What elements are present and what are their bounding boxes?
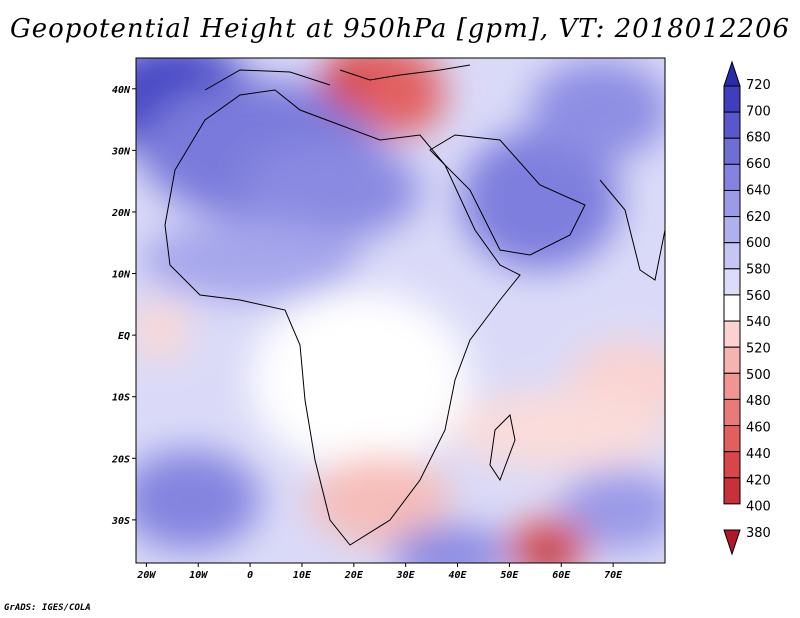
lat-label: EQ bbox=[118, 331, 130, 342]
map-title: Geopotential Height at 950hPa [gpm], VT:… bbox=[9, 14, 791, 44]
colorbar-swatch bbox=[723, 111, 741, 139]
colorbar-label: 560 bbox=[746, 289, 771, 304]
colorbar-label: 460 bbox=[746, 421, 771, 436]
lon-label: 40E bbox=[449, 570, 468, 581]
colorbar-label: 420 bbox=[746, 473, 771, 488]
colorbar-swatch bbox=[723, 268, 741, 296]
latitude-axis: 40N 30N 20N 10N EQ 10S 20S 30S bbox=[111, 85, 136, 527]
colorbar-label: 480 bbox=[746, 394, 771, 409]
colorbar-label: 700 bbox=[746, 104, 771, 119]
colorbar-swatch bbox=[723, 320, 741, 348]
lat-label: 20N bbox=[111, 208, 131, 219]
colorbar-label: 380 bbox=[746, 526, 771, 541]
colorbar-label: 440 bbox=[746, 447, 771, 462]
height-field bbox=[136, 58, 665, 563]
colorbar-swatch bbox=[723, 398, 741, 427]
lat-label: 30S bbox=[111, 516, 130, 527]
colorbar-label: 520 bbox=[746, 342, 771, 357]
lon-label: 10E bbox=[293, 570, 312, 581]
colorbar: 380 400 420 440 460 480 500 520 540 560 580 600 620 6… bbox=[723, 60, 771, 556]
colorbar-label: 640 bbox=[746, 183, 771, 198]
lat-label: 10S bbox=[112, 393, 130, 404]
colorbar-swatch bbox=[723, 60, 741, 87]
colorbar-swatch bbox=[723, 137, 741, 165]
colorbar-label: 540 bbox=[746, 315, 771, 330]
colorbar-label: 500 bbox=[746, 368, 771, 383]
colorbar-swatch bbox=[723, 425, 741, 453]
lat-label: 20S bbox=[111, 454, 130, 465]
lat-label: 10N bbox=[112, 270, 131, 281]
colorbar-label: 600 bbox=[746, 236, 771, 251]
colorbar-label: 660 bbox=[746, 157, 771, 172]
lon-label: 10W bbox=[189, 570, 208, 581]
colorbar-swatch bbox=[723, 294, 741, 322]
lon-label: 20W bbox=[136, 570, 156, 581]
colorbar-swatch bbox=[723, 189, 741, 218]
colorbar-swatch bbox=[723, 372, 741, 400]
lon-label: 50E bbox=[500, 570, 519, 581]
colorbar-label: 680 bbox=[746, 131, 771, 146]
colorbar-label: 400 bbox=[746, 500, 771, 515]
coastlines bbox=[164, 64, 665, 546]
lon-label: 0 bbox=[247, 570, 253, 581]
map-plot-area bbox=[135, 57, 666, 564]
lon-label: 30E bbox=[396, 570, 416, 581]
colorbar-swatch bbox=[723, 163, 741, 191]
colorbar-swatch bbox=[723, 216, 741, 244]
colorbar-swatch bbox=[723, 346, 741, 374]
map-frame bbox=[135, 57, 666, 564]
lon-label: 60E bbox=[552, 570, 571, 581]
credit-text: GrADS: IGES/COLA bbox=[4, 603, 91, 613]
longitude-axis: 20W 10W 0 10E 20E 30E 40E 50E 60E 70E bbox=[136, 563, 623, 581]
colorbar-swatch bbox=[723, 242, 741, 270]
colorbar-swatch bbox=[723, 451, 741, 479]
colorbar-label: 620 bbox=[746, 210, 771, 225]
colorbar-swatch bbox=[723, 85, 741, 113]
colorbar-swatch bbox=[723, 477, 741, 505]
lat-label: 30N bbox=[111, 146, 131, 157]
colorbar-label: 720 bbox=[746, 78, 771, 93]
colorbar-label: 580 bbox=[746, 262, 771, 277]
colorbar-swatch bbox=[723, 529, 741, 556]
lon-label: 70E bbox=[604, 570, 623, 581]
lat-label: 40N bbox=[112, 85, 131, 96]
lon-label: 20E bbox=[344, 570, 364, 581]
